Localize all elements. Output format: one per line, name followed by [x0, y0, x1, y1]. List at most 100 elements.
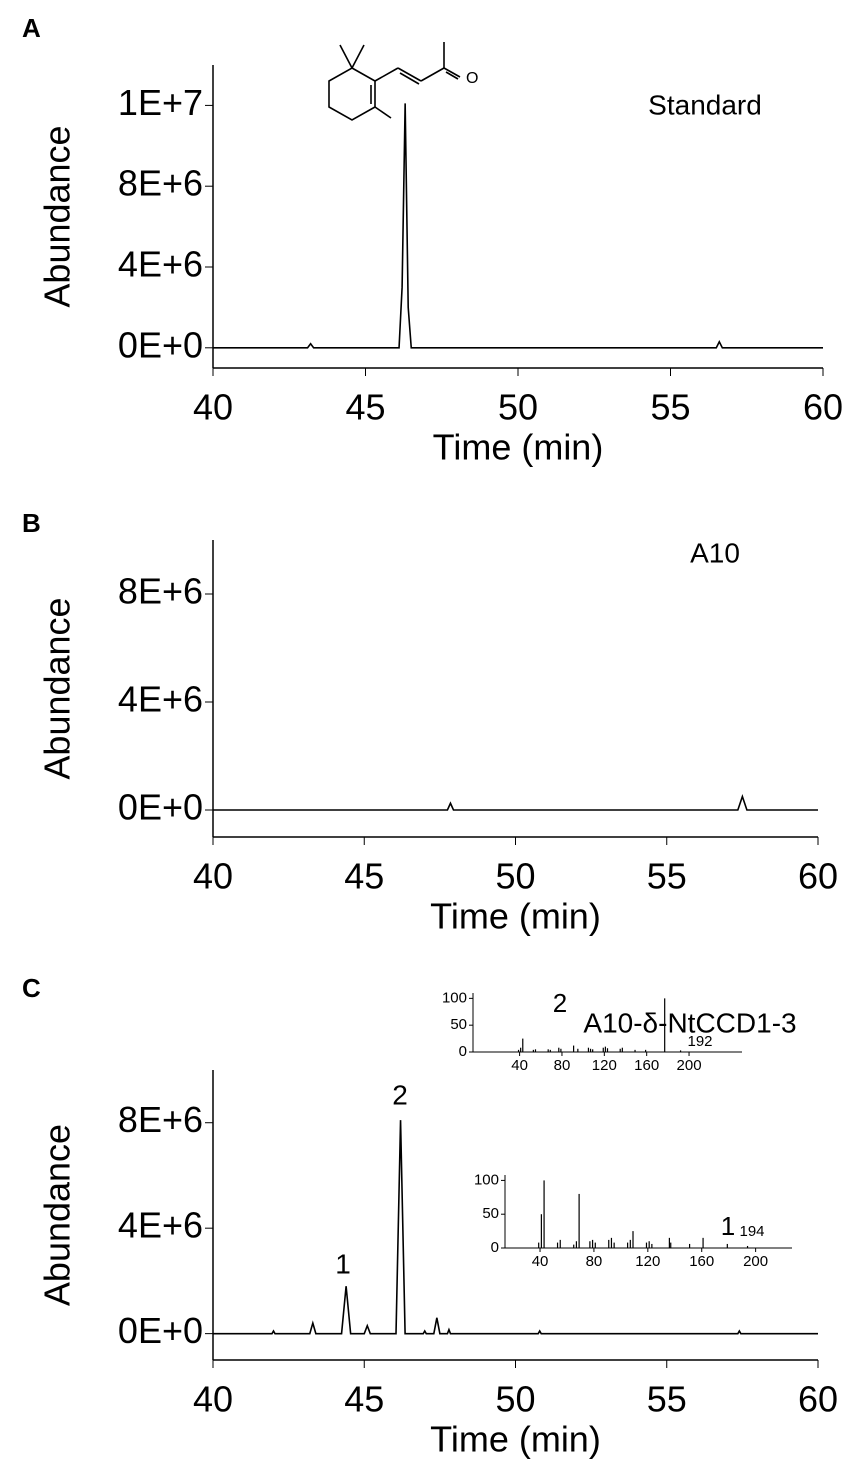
- y-tick-label: 4E+6: [118, 679, 203, 720]
- x-tick-label: 40: [193, 856, 233, 897]
- spectrum-bar: [606, 1048, 609, 1052]
- y-axis-title: Abundance: [37, 1124, 78, 1306]
- spectrum-bar: [558, 1047, 560, 1052]
- x-tick-label: 40: [193, 387, 233, 428]
- x-tick-label: 40: [511, 1057, 528, 1074]
- spectrum-bar: [629, 1239, 631, 1248]
- panel-label: B: [22, 508, 41, 538]
- y-tick-label: 0E+0: [118, 324, 203, 365]
- chromatogram-line: [213, 1120, 818, 1335]
- spectrum-bar: [632, 1231, 634, 1248]
- x-axis-title: Time (min): [430, 1419, 601, 1460]
- chromatogram-line: [213, 793, 818, 811]
- y-tick-label: 4E+6: [118, 244, 203, 285]
- y-tick-label: 0E+0: [118, 787, 203, 828]
- y-tick-label: 50: [450, 1016, 467, 1033]
- spectrum-bar: [556, 1242, 559, 1248]
- annotation: Standard: [648, 89, 762, 120]
- y-tick-label: 100: [442, 989, 467, 1006]
- x-tick-label: 60: [798, 856, 838, 897]
- spectrum-bar: [688, 1243, 691, 1248]
- spectrum-bar: [726, 1243, 728, 1248]
- spectrum-bar: [679, 1050, 682, 1052]
- spectrum-bar: [522, 1038, 524, 1052]
- x-tick-label: 55: [647, 1379, 687, 1420]
- x-tick-label: 45: [344, 856, 384, 897]
- x-tick-label: 160: [634, 1057, 659, 1074]
- y-tick-label: 8E+6: [118, 163, 203, 204]
- spectrum-bar: [746, 1245, 749, 1248]
- x-tick-label: 50: [495, 856, 535, 897]
- spectrum-bar: [578, 1193, 580, 1248]
- x-tick-label: 55: [650, 387, 690, 428]
- structure-atom: O: [466, 70, 478, 87]
- chemical-structure: [328, 42, 461, 121]
- spectrum-bar: [591, 1239, 594, 1248]
- spectrum-bar: [602, 1047, 604, 1052]
- x-tick-label: 60: [798, 1379, 838, 1420]
- x-tick-label: 50: [498, 387, 538, 428]
- x-tick-label: 80: [586, 1253, 603, 1270]
- spectrum-bar: [668, 1237, 670, 1248]
- spectrum-bar: [543, 1180, 545, 1248]
- y-axis-title: Abundance: [37, 125, 78, 307]
- spectrum-bar: [613, 1242, 615, 1248]
- annotation: A10: [690, 537, 740, 568]
- y-tick-label: 100: [474, 1171, 499, 1188]
- x-tick-label: 200: [677, 1057, 702, 1074]
- x-tick-label: 120: [635, 1253, 660, 1270]
- spectrum-bar: [540, 1214, 542, 1248]
- mass-label: 194: [739, 1223, 764, 1240]
- spectrum-bar: [549, 1049, 551, 1052]
- spectrum-bar: [651, 1243, 653, 1248]
- spectrum-bar: [621, 1047, 623, 1052]
- spectrum-bar: [517, 1049, 520, 1052]
- spectrum-bar: [645, 1242, 648, 1248]
- x-tick-label: 60: [803, 387, 843, 428]
- spectrum-bar: [577, 1048, 579, 1052]
- spectrum-bar: [594, 1242, 596, 1248]
- annotation: 1: [721, 1211, 735, 1241]
- spectrum-bar: [573, 1045, 575, 1052]
- spectrum-bar: [610, 1237, 613, 1248]
- spectrum-bar: [587, 1047, 590, 1052]
- y-tick-label: 50: [482, 1205, 499, 1222]
- spectrum-bar: [645, 1049, 647, 1052]
- x-tick-label: 45: [344, 1379, 384, 1420]
- x-tick-label: 55: [647, 856, 687, 897]
- spectrum-bar: [670, 1242, 672, 1248]
- spectrum-bar: [608, 1239, 610, 1248]
- peak-label: 2: [392, 1079, 408, 1110]
- y-tick-label: 0: [459, 1043, 467, 1060]
- x-tick-label: 120: [592, 1057, 617, 1074]
- annotation: A10-δ-NtCCD1-3: [583, 1007, 796, 1038]
- x-tick-label: 40: [532, 1253, 549, 1270]
- panel-label: A: [22, 13, 41, 43]
- spectrum-bar: [627, 1242, 629, 1248]
- x-tick-label: 45: [345, 387, 385, 428]
- spectrum-bar: [648, 1241, 650, 1248]
- spectrum-bar: [592, 1049, 594, 1052]
- spectrum-bar: [520, 1047, 522, 1052]
- spectrum-bar: [534, 1049, 537, 1052]
- y-axis-title: Abundance: [37, 597, 78, 779]
- x-axis-title: Time (min): [433, 427, 604, 468]
- mass-label: 192: [687, 1033, 712, 1050]
- annotation: 2: [553, 988, 567, 1018]
- spectrum-bar: [559, 1239, 561, 1248]
- spectrum-bar: [532, 1049, 534, 1052]
- y-tick-label: 1E+7: [118, 82, 203, 123]
- spectrum-bar: [573, 1244, 575, 1248]
- spectrum-bar: [560, 1048, 562, 1052]
- peak-label: 1: [335, 1248, 351, 1279]
- spectrum-bar: [634, 1049, 636, 1052]
- panel-label: C: [22, 973, 41, 1003]
- spectrum-bar: [575, 1241, 578, 1248]
- chromatogram-line: [213, 103, 823, 349]
- spectrum-bar: [589, 1241, 591, 1248]
- spectrum-bar: [547, 1049, 549, 1052]
- spectrum-bar: [604, 1046, 606, 1052]
- x-tick-label: 80: [554, 1057, 571, 1074]
- y-tick-label: 0E+0: [118, 1310, 203, 1351]
